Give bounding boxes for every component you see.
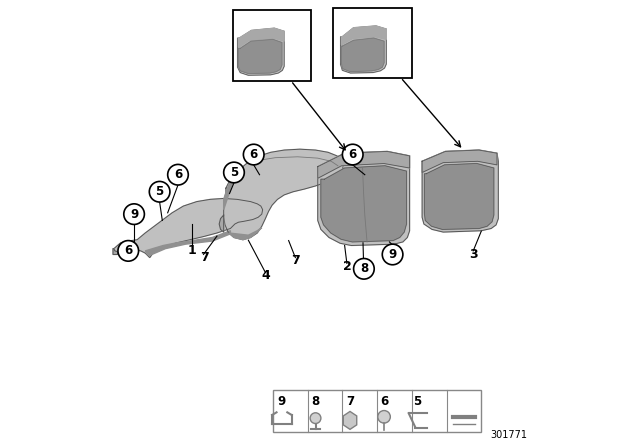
Polygon shape <box>114 198 262 258</box>
Polygon shape <box>317 151 410 178</box>
Circle shape <box>168 164 188 185</box>
Text: 9: 9 <box>130 207 138 221</box>
Polygon shape <box>223 149 343 240</box>
Polygon shape <box>340 26 387 73</box>
Polygon shape <box>237 28 284 75</box>
Text: 6: 6 <box>250 148 258 161</box>
Polygon shape <box>422 150 499 232</box>
Text: 7: 7 <box>346 395 354 408</box>
Text: 3: 3 <box>469 248 477 261</box>
Polygon shape <box>239 28 284 47</box>
Text: 5: 5 <box>413 395 422 408</box>
Circle shape <box>118 241 138 261</box>
Circle shape <box>224 162 244 183</box>
Polygon shape <box>113 249 118 254</box>
Polygon shape <box>228 228 262 240</box>
Text: 6: 6 <box>349 148 357 161</box>
Text: 9: 9 <box>388 248 397 261</box>
Circle shape <box>342 144 363 165</box>
Text: 4: 4 <box>261 269 269 282</box>
Text: 8: 8 <box>360 262 368 276</box>
Circle shape <box>124 204 145 224</box>
Text: 9: 9 <box>278 395 286 408</box>
Polygon shape <box>239 39 282 73</box>
Text: 7: 7 <box>291 254 300 267</box>
Text: 6: 6 <box>124 244 132 258</box>
Polygon shape <box>223 176 235 210</box>
Text: 5: 5 <box>230 166 238 179</box>
Polygon shape <box>424 164 494 229</box>
Circle shape <box>149 181 170 202</box>
Polygon shape <box>342 38 384 72</box>
Polygon shape <box>343 411 356 429</box>
Polygon shape <box>342 26 387 45</box>
Circle shape <box>378 410 390 423</box>
FancyBboxPatch shape <box>232 10 311 81</box>
Polygon shape <box>422 150 497 172</box>
Circle shape <box>382 244 403 265</box>
FancyBboxPatch shape <box>273 390 481 432</box>
Circle shape <box>354 258 374 279</box>
Text: 8: 8 <box>312 395 319 408</box>
Text: 7: 7 <box>200 250 209 264</box>
FancyBboxPatch shape <box>333 8 412 78</box>
Polygon shape <box>219 215 223 232</box>
Polygon shape <box>321 166 406 242</box>
Text: 1: 1 <box>188 244 196 258</box>
Text: 301771: 301771 <box>490 430 527 440</box>
Circle shape <box>310 413 321 423</box>
Text: 5: 5 <box>156 185 164 198</box>
Text: 6: 6 <box>174 168 182 181</box>
Polygon shape <box>317 151 410 246</box>
Text: 2: 2 <box>342 260 351 273</box>
Polygon shape <box>145 231 230 255</box>
Circle shape <box>243 144 264 165</box>
Text: 6: 6 <box>380 395 388 408</box>
